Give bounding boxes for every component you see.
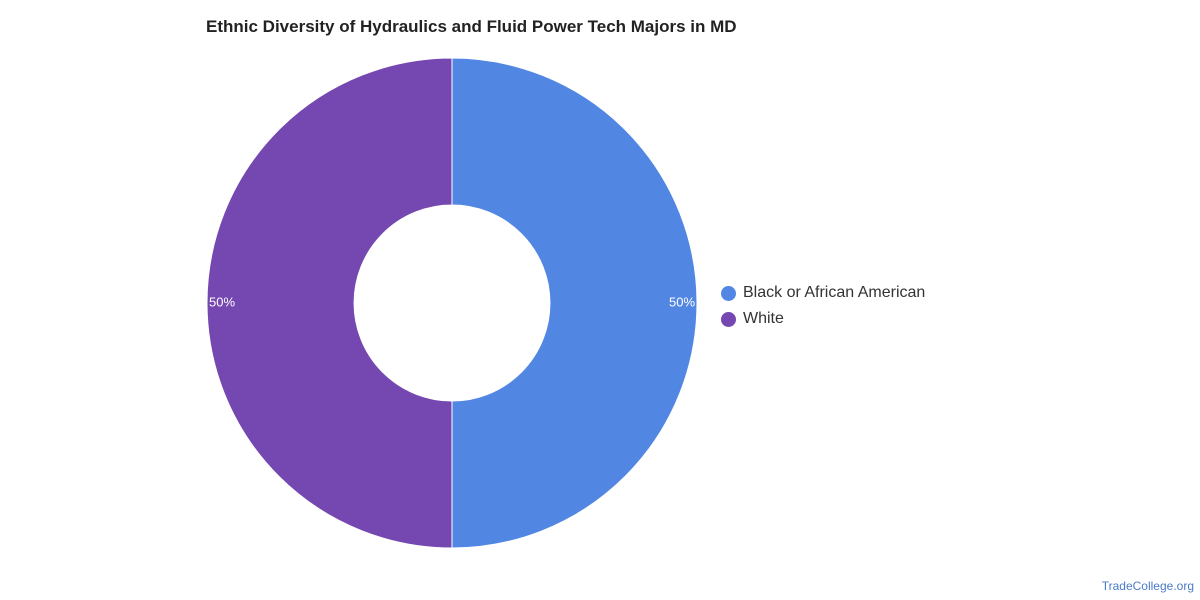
legend-item-black-or-african-american[interactable]: Black or African American	[721, 280, 925, 306]
slice-label-white: 50%	[209, 294, 235, 309]
legend-label: White	[743, 310, 784, 327]
legend-swatch-icon	[721, 285, 736, 301]
slice-white[interactable]	[206, 57, 453, 549]
legend-item-white[interactable]: White	[721, 306, 925, 332]
legend-swatch-icon	[721, 311, 736, 327]
slice-black-or-african-american[interactable]	[451, 57, 698, 549]
watermark-link[interactable]: TradeCollege.org	[1101, 579, 1194, 593]
slice-label-black-or-african-american: 50%	[669, 294, 695, 309]
chart-legend: Black or African American White	[721, 280, 925, 332]
chart-title: Ethnic Diversity of Hydraulics and Fluid…	[206, 17, 737, 36]
legend-label: Black or African American	[743, 284, 926, 301]
